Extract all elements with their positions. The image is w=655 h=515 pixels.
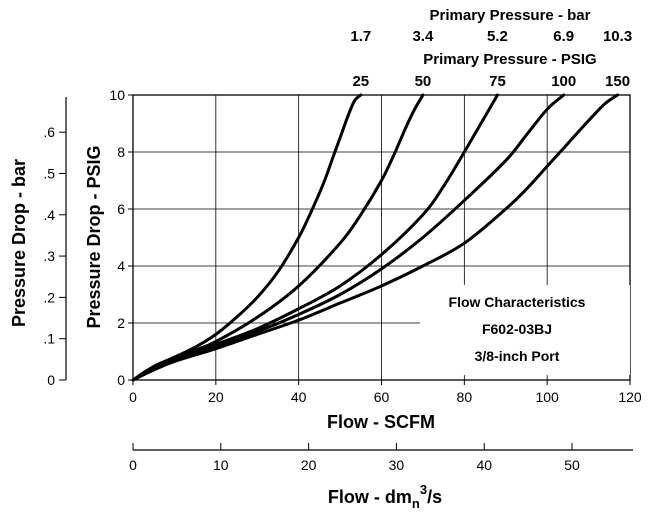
y-tick-label: 2	[117, 315, 125, 331]
series-curve-5	[131, 93, 620, 382]
sec-x-title-prefix: Flow - dm	[328, 487, 412, 507]
top-axis-psig-values: 25 50 75 100 150	[352, 73, 630, 90]
secondary-y-axis-ticks: 0 .1 .2 .3 .4 .5 .6	[43, 124, 66, 388]
annotation-line-2: F602-03BJ	[482, 321, 552, 337]
secondary-y-tick-label: 0	[47, 372, 55, 388]
secondary-x-axis-ticks: 0 10 20 30 40 50	[129, 443, 580, 473]
top-psig-value: 50	[415, 73, 432, 90]
secondary-x-tick-label: 0	[129, 457, 137, 473]
x-tick-label: 20	[208, 389, 224, 405]
top-axis-bar-title: Primary Pressure - bar	[430, 7, 591, 24]
x-tick-label: 0	[129, 389, 137, 405]
secondary-x-axis-title: Flow - dmn3/s	[328, 482, 442, 511]
top-bar-value: 3.4	[412, 28, 434, 45]
secondary-x-tick-label: 50	[564, 457, 580, 473]
top-bar-value: 1.7	[350, 28, 371, 45]
y-axis-title: Pressure Drop - PSIG	[84, 145, 104, 328]
x-tick-label: 120	[618, 389, 642, 405]
top-psig-value: 25	[352, 73, 369, 90]
secondary-x-tick-label: 20	[301, 457, 317, 473]
top-bar-value: 10.3	[603, 28, 632, 45]
annotation-line-1: Flow Characteristics	[449, 294, 586, 310]
secondary-y-tick-label: .6	[43, 124, 55, 140]
series-curve-4	[131, 93, 566, 382]
secondary-y-tick-label: .3	[43, 248, 55, 264]
sec-x-title-sub: n	[412, 496, 420, 511]
secondary-x-tick-label: 10	[213, 457, 229, 473]
top-psig-value: 150	[605, 73, 630, 90]
secondary-y-tick-label: .5	[43, 165, 55, 181]
sec-x-title-sup: 3	[420, 482, 427, 497]
series-group	[131, 93, 620, 382]
sec-x-title-suffix: /s	[427, 487, 442, 507]
y-tick-label: 0	[117, 372, 125, 388]
top-bar-value: 5.2	[487, 28, 508, 45]
top-psig-value: 75	[489, 73, 506, 90]
x-tick-label: 100	[535, 389, 559, 405]
x-tick-label: 60	[374, 389, 390, 405]
y-tick-label: 6	[117, 201, 125, 217]
secondary-y-tick-label: .2	[43, 289, 55, 305]
y-axis-ticks: 0 2 4 6 8 10	[109, 87, 133, 388]
y-tick-label: 8	[117, 144, 125, 160]
secondary-y-tick-label: .1	[43, 331, 55, 347]
x-tick-label: 80	[457, 389, 473, 405]
series-curve-2	[131, 93, 425, 382]
annotation-box	[420, 285, 630, 375]
annotation-line-3: 3/8-inch Port	[475, 348, 560, 364]
secondary-y-axis-title: Pressure Drop - bar	[9, 159, 29, 327]
top-axis-psig-title: Primary Pressure - PSIG	[423, 51, 596, 68]
secondary-x-tick-label: 40	[476, 457, 492, 473]
secondary-x-tick-label: 30	[389, 457, 405, 473]
top-axis-bar-values: 1.7 3.4 5.2 6.9 10.3	[350, 28, 632, 45]
top-psig-value: 100	[551, 73, 576, 90]
grid-lines	[133, 95, 630, 380]
y-tick-label: 4	[117, 258, 125, 274]
x-tick-label: 40	[291, 389, 307, 405]
x-axis-title: Flow - SCFM	[327, 412, 435, 432]
top-bar-value: 6.9	[553, 28, 574, 45]
secondary-y-tick-label: .4	[43, 207, 55, 223]
x-axis-ticks: 0 20 40 60 80 100 120	[129, 380, 642, 405]
y-tick-label: 10	[109, 87, 125, 103]
